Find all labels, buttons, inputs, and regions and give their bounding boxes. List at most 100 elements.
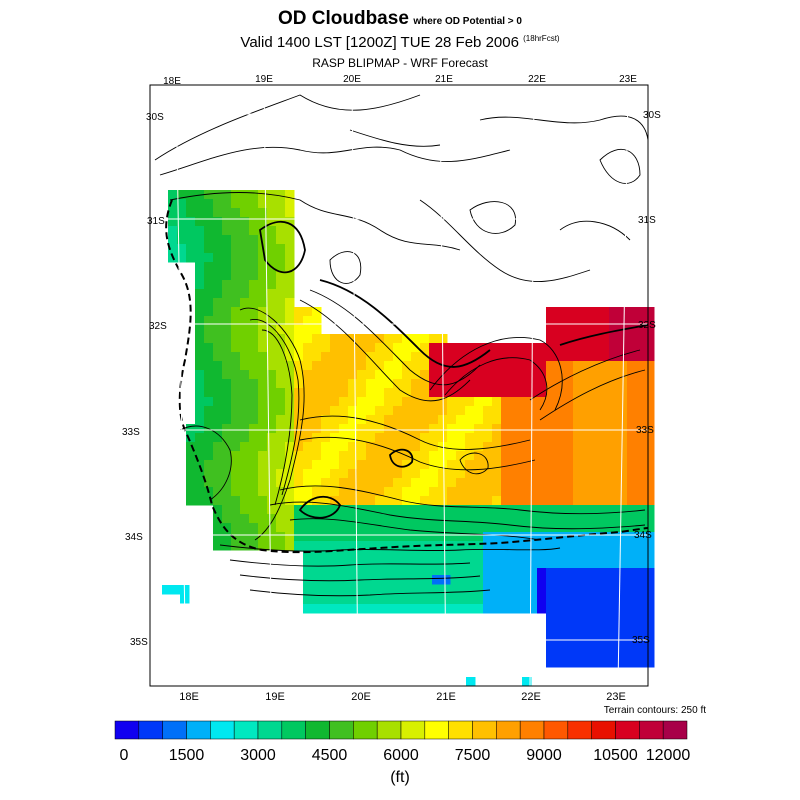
field-cell [321, 361, 331, 371]
field-cell [375, 406, 385, 416]
field-cell [258, 460, 268, 470]
field-cell [447, 460, 457, 470]
field-cell [258, 442, 268, 452]
field-cell [213, 451, 223, 461]
colorbar-swatch [138, 720, 163, 740]
field-cell [510, 433, 520, 443]
field-cell [501, 370, 511, 380]
field-cell [357, 361, 367, 371]
field-cell [618, 586, 628, 596]
field-cell [645, 388, 655, 398]
field-cell [636, 622, 646, 632]
field-cell [564, 631, 574, 641]
field-cell [231, 334, 241, 344]
field-cell [195, 262, 205, 272]
field-cell [492, 595, 502, 605]
field-cell [366, 343, 376, 353]
field-cell [231, 262, 241, 272]
field-cell [627, 514, 637, 524]
field-cell [528, 532, 538, 542]
field-cell [555, 505, 565, 515]
field-cell [636, 442, 646, 452]
field-cell [321, 343, 331, 353]
field-cell [627, 568, 637, 578]
field-cell [204, 289, 214, 299]
field-cell [573, 631, 583, 641]
field-cell [276, 505, 286, 515]
field-cell [492, 577, 502, 587]
field-cell [393, 541, 403, 551]
field-cell [222, 325, 232, 335]
field-cell [465, 397, 475, 407]
field-cell [429, 343, 439, 353]
field-cell [249, 388, 259, 398]
field-cell [609, 442, 619, 452]
field-cell [510, 361, 520, 371]
colorbar-swatch [448, 720, 473, 740]
field-cell [519, 550, 529, 560]
field-cell [582, 487, 592, 497]
field-cell [627, 379, 637, 389]
field-cell [456, 604, 466, 614]
field-cell [573, 451, 583, 461]
field-cell [555, 478, 565, 488]
field-cell [645, 370, 655, 380]
field-cell [204, 262, 214, 272]
forecast-hours: (18hrFcst) [523, 34, 560, 43]
field-cell [546, 658, 556, 668]
field-cell [609, 568, 619, 578]
field-cell [186, 460, 196, 470]
field-cell [384, 541, 394, 551]
field-cell [564, 352, 574, 362]
field-cell [474, 397, 484, 407]
field-cell [276, 343, 286, 353]
field-cell [429, 523, 439, 533]
field-cell [330, 469, 340, 479]
field-cell [366, 577, 376, 587]
field-cell [240, 271, 250, 281]
field-cell [303, 550, 313, 560]
field-cell [492, 424, 502, 434]
field-cell [213, 361, 223, 371]
field-cell [339, 487, 349, 497]
field-cell [231, 253, 241, 263]
field-cell [528, 361, 538, 371]
field-cell [267, 496, 277, 506]
colorbar-tick-label: 1500 [169, 747, 205, 764]
field-cell [429, 334, 439, 344]
field-cell [213, 523, 223, 533]
field-cell [348, 388, 358, 398]
colorbar-swatch [543, 720, 569, 740]
field-cell [519, 406, 529, 416]
field-cell [456, 577, 466, 587]
field-cell [573, 532, 583, 542]
field-cell [546, 604, 556, 614]
field-cell [204, 361, 214, 371]
field-cell [285, 523, 295, 533]
lat-lon-grid [150, 84, 648, 687]
field-cell [375, 478, 385, 488]
field-cell [384, 334, 394, 344]
field-cell [645, 361, 655, 371]
field-cell [465, 541, 475, 551]
field-cell [213, 280, 223, 290]
field-cell [609, 379, 619, 389]
field-cell [276, 280, 286, 290]
field-cell [456, 424, 466, 434]
field-cell [438, 550, 448, 560]
field-cell [546, 451, 556, 461]
field-cell [528, 604, 538, 614]
field-cell [294, 370, 304, 380]
field-cell [258, 352, 268, 362]
field-cell [636, 379, 646, 389]
field-cell [456, 388, 466, 398]
field-cell [447, 550, 457, 560]
field-cell [411, 496, 421, 506]
field-cell [510, 415, 520, 425]
colorbar-tick-label: 4500 [312, 747, 348, 764]
field-cell [402, 361, 412, 371]
field-cell [186, 469, 196, 479]
field-cell [627, 595, 637, 605]
field-cell [528, 595, 538, 605]
field-cell [546, 559, 556, 569]
